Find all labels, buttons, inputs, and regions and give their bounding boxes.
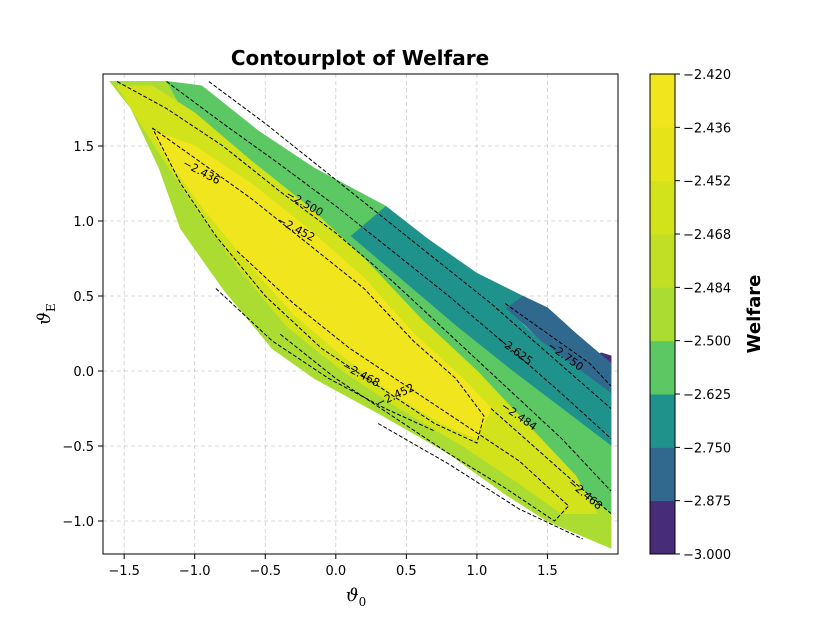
colorbar-tick-label: −2.750 [683, 441, 731, 456]
x-tick-label: −0.5 [249, 564, 281, 579]
colorbar-band [650, 447, 675, 502]
colorbar-tick-label: −2.420 [683, 68, 731, 83]
colorbar-band [650, 287, 675, 342]
contour-line [215, 288, 435, 432]
colorbar-tick-label: −2.468 [683, 228, 731, 243]
colorbar-frame [649, 73, 676, 555]
contour-line [116, 81, 612, 492]
contour-line [166, 81, 612, 439]
x-tick-label: 1.5 [537, 564, 558, 579]
contour-line [490, 408, 612, 514]
y-tick-label: 0.0 [73, 365, 94, 380]
colorbar-band [650, 234, 675, 288]
y-tick-label: −1.0 [62, 515, 94, 530]
colorbar-band [650, 74, 675, 128]
x-tick-label: −1.5 [108, 564, 140, 579]
colorbar-tick-label: −2.625 [683, 388, 731, 403]
y-tick-label: 1.5 [73, 140, 94, 155]
chart-title: Contourplot of Welfare [231, 46, 489, 70]
x-axis-ticks: −1.5 −1.0 −0.5 0.0 0.5 1.0 1.5 [108, 554, 558, 579]
colorbar-tick-label: −2.452 [683, 175, 731, 190]
y-tick-label: 1.0 [73, 215, 94, 230]
colorbar-tick-label: −2.875 [683, 495, 731, 510]
y-axis-ticks: −1.0 −0.5 0.0 0.5 1.0 1.5 [62, 140, 103, 530]
colorbar-ticks: −3.000 −2.875 −2.750 −2.625 −2.500 −2.484 −2.4… [675, 68, 731, 563]
contour-band [151, 130, 492, 439]
contour-lines [116, 81, 612, 540]
plot-frame [102, 73, 619, 555]
x-axis-label: ϑ0 [346, 585, 367, 609]
colorbar-label: Welfare [744, 275, 765, 354]
contour-line [208, 81, 612, 409]
x-tick-label: 1.0 [467, 564, 488, 579]
contour-line [504, 303, 612, 387]
colorbar [649, 73, 676, 555]
colorbar-tick-label: −2.500 [683, 335, 731, 350]
colorbar-tick-label: −2.436 [683, 121, 731, 136]
colorbar-band [650, 180, 675, 235]
colorbar-tick-label: −2.484 [683, 281, 731, 296]
contour-line [151, 127, 485, 444]
colorbar-tick-label: −3.000 [683, 548, 731, 563]
x-tick-label: −1.0 [179, 564, 211, 579]
y-axis-label: ϑE [34, 303, 58, 325]
colorbar-band [650, 340, 675, 395]
contour-line [377, 423, 583, 540]
colorbar-band [650, 127, 675, 182]
contour-line [236, 250, 570, 522]
colorbar-band [650, 500, 675, 555]
x-tick-label: 0.0 [325, 564, 346, 579]
y-tick-label: −0.5 [62, 440, 94, 455]
y-tick-label: 0.5 [73, 290, 94, 305]
colorbar-band [650, 394, 675, 448]
x-tick-label: 0.5 [396, 564, 417, 579]
